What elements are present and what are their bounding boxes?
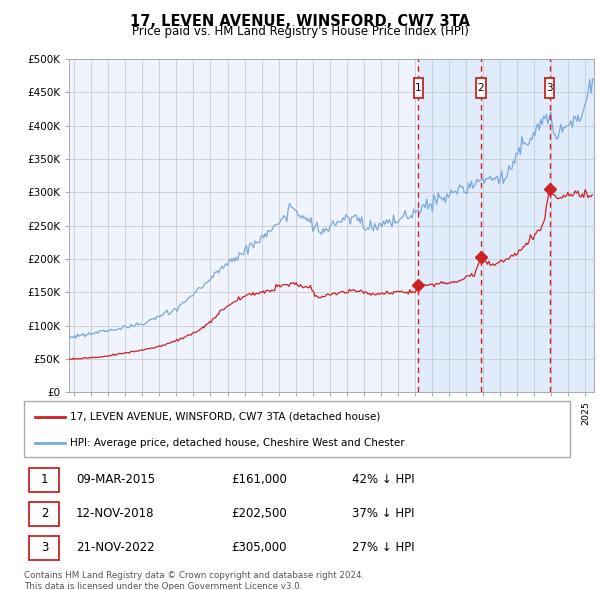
Text: 27% ↓ HPI: 27% ↓ HPI	[352, 541, 414, 554]
Bar	[550, 59, 594, 392]
Text: 1: 1	[41, 473, 48, 486]
Text: 2: 2	[41, 507, 48, 520]
Text: 1: 1	[415, 83, 422, 93]
Text: £161,000: £161,000	[232, 473, 287, 486]
FancyBboxPatch shape	[413, 78, 423, 98]
Text: 42% ↓ HPI: 42% ↓ HPI	[352, 473, 414, 486]
Text: £305,000: £305,000	[232, 541, 287, 554]
Text: 3: 3	[41, 541, 48, 554]
Text: 2: 2	[478, 83, 484, 93]
FancyBboxPatch shape	[29, 536, 59, 559]
FancyBboxPatch shape	[29, 502, 59, 526]
Text: HPI: Average price, detached house, Cheshire West and Chester: HPI: Average price, detached house, Ches…	[70, 438, 405, 448]
Bar	[481, 59, 550, 392]
Text: 17, LEVEN AVENUE, WINSFORD, CW7 3TA: 17, LEVEN AVENUE, WINSFORD, CW7 3TA	[130, 14, 470, 28]
FancyBboxPatch shape	[545, 78, 554, 98]
Text: 09-MAR-2015: 09-MAR-2015	[76, 473, 155, 486]
Bar	[418, 59, 481, 392]
FancyBboxPatch shape	[476, 78, 485, 98]
Text: Price paid vs. HM Land Registry's House Price Index (HPI): Price paid vs. HM Land Registry's House …	[131, 25, 469, 38]
Text: 3: 3	[546, 83, 553, 93]
Text: 12-NOV-2018: 12-NOV-2018	[76, 507, 154, 520]
FancyBboxPatch shape	[24, 401, 570, 457]
FancyBboxPatch shape	[29, 468, 59, 492]
Text: 37% ↓ HPI: 37% ↓ HPI	[352, 507, 414, 520]
Text: 17, LEVEN AVENUE, WINSFORD, CW7 3TA (detached house): 17, LEVEN AVENUE, WINSFORD, CW7 3TA (det…	[70, 412, 381, 422]
Text: Contains HM Land Registry data © Crown copyright and database right 2024.
This d: Contains HM Land Registry data © Crown c…	[24, 571, 364, 590]
Text: 21-NOV-2022: 21-NOV-2022	[76, 541, 154, 554]
Text: £202,500: £202,500	[232, 507, 287, 520]
